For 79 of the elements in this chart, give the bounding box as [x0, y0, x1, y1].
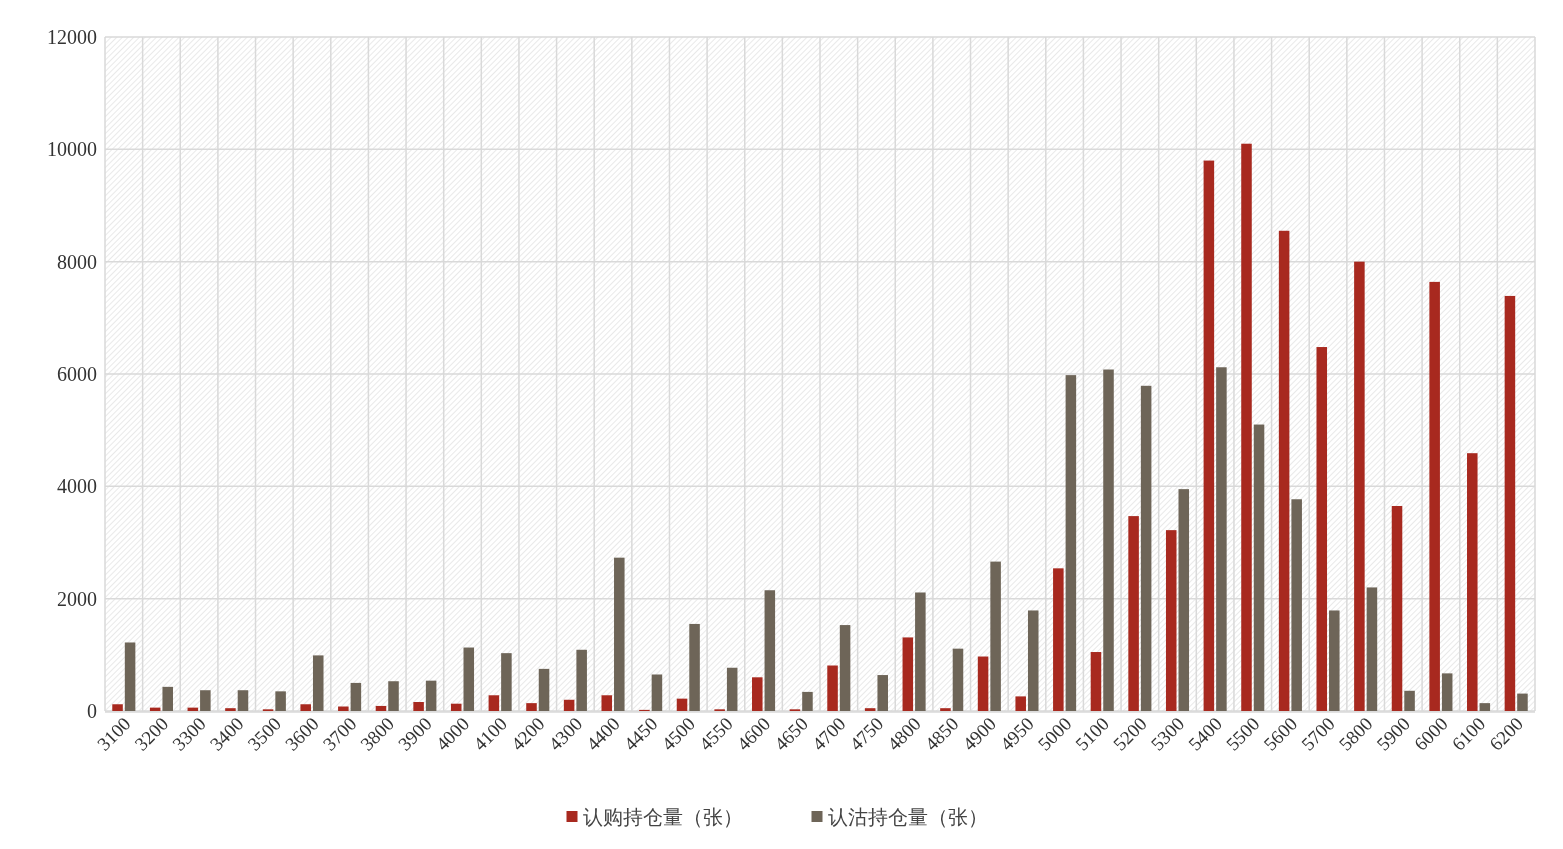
- bar: [501, 653, 512, 711]
- bar: [676, 698, 688, 711]
- bar: [350, 682, 362, 711]
- bar: [915, 592, 926, 711]
- bar: [1027, 610, 1039, 711]
- bar: [488, 695, 500, 711]
- bar: [1354, 261, 1365, 711]
- y-tick-label: 4000: [57, 475, 97, 498]
- bar: [526, 703, 537, 711]
- bar: [112, 704, 123, 711]
- bar: [839, 625, 851, 711]
- bar: [1291, 499, 1302, 711]
- bar: [1316, 347, 1328, 711]
- legend-label: 认沽持仓量（张）: [827, 805, 988, 829]
- bar: [1278, 230, 1290, 711]
- bar: [752, 677, 763, 711]
- bar: [563, 699, 575, 711]
- bar: [827, 665, 838, 711]
- bar: [1178, 489, 1190, 711]
- bar: [1165, 530, 1177, 711]
- bar: [1404, 690, 1415, 711]
- bar: [576, 649, 587, 711]
- bar: [990, 561, 1001, 711]
- bar: [877, 675, 888, 711]
- bar: [726, 667, 738, 711]
- bar: [1441, 673, 1453, 711]
- bar: [651, 674, 663, 711]
- y-tick-label: 12000: [47, 26, 97, 48]
- bar: [375, 705, 387, 711]
- bar: [764, 590, 776, 711]
- bar: [1329, 610, 1340, 711]
- bar: [312, 655, 324, 711]
- bar: [1065, 375, 1077, 711]
- bar: [689, 623, 700, 711]
- bar: [940, 708, 951, 711]
- bar: [977, 656, 989, 711]
- bar: [200, 690, 211, 711]
- bar: [300, 704, 311, 711]
- bar: [952, 648, 964, 711]
- bar: [1504, 295, 1516, 711]
- y-tick-label: 0: [87, 700, 97, 722]
- bar: [1241, 143, 1252, 711]
- bar: [463, 647, 475, 711]
- bar: [1053, 568, 1064, 711]
- bar: [1467, 453, 1478, 711]
- y-tick-label: 8000: [57, 250, 97, 273]
- bar: [864, 708, 876, 711]
- bar: [275, 691, 286, 711]
- bar: [902, 637, 914, 711]
- bar: [124, 642, 136, 711]
- bar: [225, 708, 236, 711]
- bar: [614, 557, 625, 711]
- bar: [413, 702, 424, 711]
- bar: [601, 695, 613, 711]
- bar: [450, 703, 462, 711]
- bar: [338, 706, 349, 711]
- y-tick-label: 6000: [57, 363, 97, 385]
- bar: [1391, 505, 1403, 711]
- bar: [425, 680, 437, 711]
- bar: [1090, 652, 1102, 711]
- bar: [802, 691, 813, 711]
- y-tick-label: 10000: [47, 138, 97, 161]
- bar: [1015, 696, 1026, 711]
- bar: [237, 690, 249, 711]
- bar: [1140, 385, 1152, 711]
- bar: [1479, 703, 1491, 711]
- bar: [1216, 367, 1227, 711]
- bar: [1517, 693, 1528, 711]
- bar: [1429, 281, 1440, 711]
- y-tick-label: 2000: [57, 587, 97, 610]
- bar: [162, 686, 173, 711]
- bar: [1203, 160, 1215, 711]
- bar: [1366, 587, 1378, 711]
- bar: [388, 681, 399, 711]
- bar: [1103, 369, 1114, 711]
- bar: [1128, 516, 1139, 711]
- bar: [538, 668, 550, 711]
- bar: [1253, 424, 1265, 711]
- legend-label: 认购持仓量（张）: [582, 805, 743, 829]
